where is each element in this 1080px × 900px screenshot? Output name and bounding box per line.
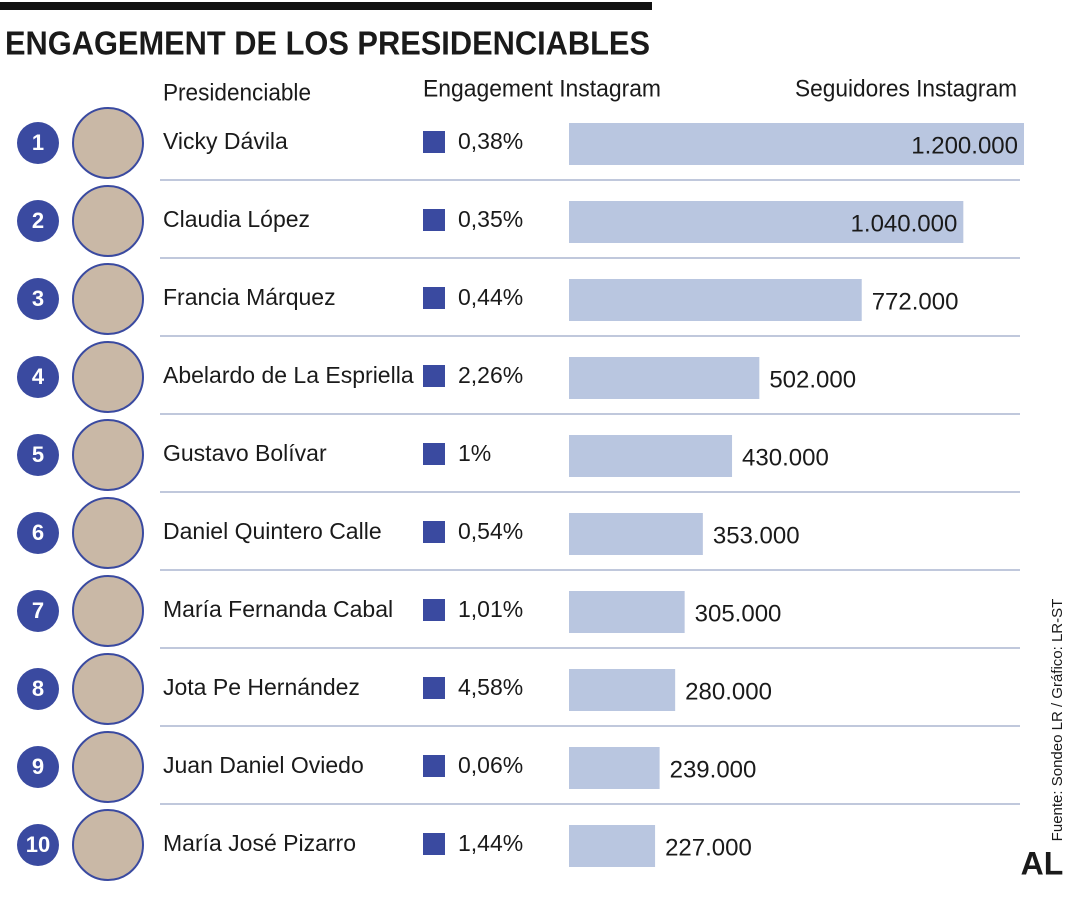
candidate-name: Daniel Quintero Calle [163,518,382,544]
avatar [72,653,144,725]
column-header: Engagement Instagram [423,75,661,102]
bar [569,435,733,477]
engagement-marker [423,521,445,543]
engagement-marker [423,677,445,699]
candidate-name: Francia Márquez [163,284,336,310]
rank-number: 6 [32,520,44,545]
candidate-name: María José Pizarro [163,830,356,856]
bar [569,123,1024,165]
rank-badge [17,824,59,866]
logo: AL [1021,845,1064,881]
rank-number: 3 [32,286,44,311]
rank-number: 7 [32,598,44,623]
value-label: 305.000 [695,600,782,627]
bar [569,591,685,633]
rank-badge [17,278,59,320]
value-label: 239.000 [670,756,757,783]
rank-badge [17,746,59,788]
engagement-value: 1% [458,440,491,466]
engagement-value: 0,06% [458,752,523,778]
bar [569,201,964,243]
engagement-value: 4,58% [458,674,523,700]
rank-number: 5 [32,442,44,467]
candidate-name: María Fernanda Cabal [163,596,393,622]
rank-badge [17,590,59,632]
value-label: 502.000 [769,366,856,393]
bar [569,279,862,321]
rank-badge [17,356,59,398]
engagement-value: 1,01% [458,596,523,622]
avatar [72,731,144,803]
rank-badge [17,512,59,554]
rank-badge [17,668,59,710]
rank-number: 10 [26,832,50,857]
engagement-marker [423,287,445,309]
candidate-name: Jota Pe Hernández [163,674,360,700]
bar [569,669,676,711]
avatar [72,497,144,569]
engagement-value: 2,26% [458,362,523,388]
engagement-value: 0,38% [458,128,523,154]
engagement-marker [423,833,445,855]
engagement-value: 1,44% [458,830,523,856]
value-label: 280.000 [685,678,772,705]
engagement-value: 0,35% [458,206,523,232]
avatar [72,419,144,491]
candidate-name: Juan Daniel Oviedo [163,752,364,778]
rank-number: 9 [32,754,44,779]
candidate-name: Vicky Dávila [163,128,288,154]
engagement-marker [423,365,445,387]
rank-badge [17,122,59,164]
bar [569,747,660,789]
rank-number: 8 [32,676,44,701]
bar [569,357,760,399]
candidate-name: Claudia López [163,206,310,232]
source-note: Fuente: Sondeo LR / Gráfico: LR-ST [1049,599,1066,842]
rank-number: 1 [32,130,44,155]
rank-number: 4 [32,364,45,389]
rank-badge [17,434,59,476]
avatar [72,341,144,413]
engagement-marker [423,599,445,621]
rank-badge [17,200,59,242]
value-label: 430.000 [742,444,829,471]
chart-title: ENGAGEMENT DE LOS PRESIDENCIABLES [5,25,650,62]
engagement-value: 0,54% [458,518,523,544]
engagement-marker [423,131,445,153]
engagement-marker [423,755,445,777]
column-header: Presidenciable [163,79,311,106]
value-label: 227.000 [665,834,752,861]
bar [569,825,656,867]
candidate-name: Gustavo Bolívar [163,440,327,466]
engagement-marker [423,443,445,465]
bar [569,513,703,555]
candidate-name: Abelardo de La Espriella [163,362,414,388]
avatar [72,809,144,881]
avatar [72,575,144,647]
engagement-value: 0,44% [458,284,523,310]
avatar [72,107,144,179]
value-label: 1.040.000 [851,210,958,237]
top-rule [0,2,652,10]
value-label: 1.200.000 [911,132,1018,159]
value-label: 772.000 [872,288,959,315]
avatar [72,263,144,335]
column-header: Seguidores Instagram [795,75,1017,102]
avatar [72,185,144,257]
rank-number: 2 [32,208,44,233]
value-label: 353.000 [713,522,800,549]
engagement-marker [423,209,445,231]
